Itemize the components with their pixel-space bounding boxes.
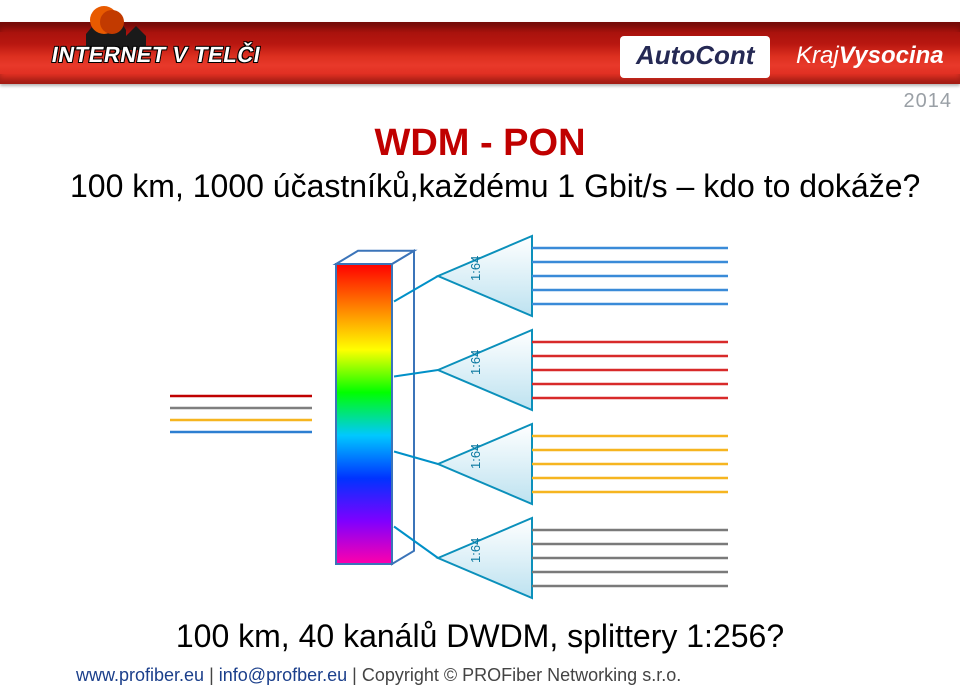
bottom-caption: 100 km, 40 kanálů DWDM, splittery 1:256? <box>0 618 960 655</box>
splitter-triangle <box>438 518 532 598</box>
splitter-label: 1:64 <box>468 444 483 469</box>
footer-sep1: | <box>209 665 219 685</box>
sponsor-autocont-label: AutoCont <box>636 40 754 70</box>
splitter-label: 1:64 <box>468 538 483 563</box>
splitter-triangle <box>438 236 532 316</box>
sponsor-kraj-main: Vysocina <box>839 42 944 69</box>
splitter-triangle <box>438 330 532 410</box>
sponsor-autocont: AutoCont <box>620 36 770 78</box>
header: INTERNET V TELČI AutoCont KrajVysocina 2… <box>0 0 960 100</box>
year-label: 2014 <box>904 90 953 113</box>
splitter-triangle <box>438 424 532 504</box>
event-logo: INTERNET V TELČI <box>50 42 263 68</box>
splitter-label: 1:64 <box>468 350 483 375</box>
footer-copyright: Copyright © PROFiber Networking s.r.o. <box>362 665 681 685</box>
sponsor-kraj-prefix: Kraj <box>796 42 839 69</box>
mux-side-face <box>392 251 414 564</box>
footer-url: www.profiber.eu <box>76 665 204 685</box>
footer: www.profiber.eu | info@profber.eu | Copy… <box>76 665 681 686</box>
footer-sep2: | <box>352 665 362 685</box>
footer-email: info@profber.eu <box>219 665 347 685</box>
slide-title: WDM - PON <box>0 122 960 165</box>
mux-front-face <box>336 264 392 564</box>
splitter-label: 1:64 <box>468 256 483 281</box>
sponsor-kraj: KrajVysocina <box>796 42 944 70</box>
wdm-pon-diagram: 1:64 1:64 1:64 1:64 <box>0 210 960 610</box>
slide-subtitle: 100 km, 1000 účastníků,každému 1 Gbit/s … <box>70 168 920 205</box>
